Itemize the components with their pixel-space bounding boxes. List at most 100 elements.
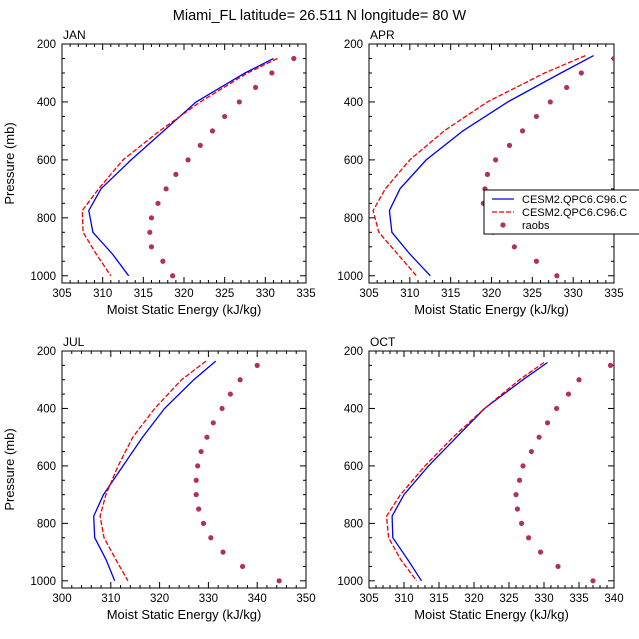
panel-title: JUL: [63, 335, 85, 349]
raobs-point: [554, 405, 560, 412]
x-tick-label: 305: [359, 593, 378, 605]
raobs-point: [565, 391, 572, 397]
y-tick-label: 800: [37, 213, 56, 225]
y-tick-label: 200: [37, 39, 56, 51]
x-tick-label: 320: [150, 593, 169, 605]
raobs-point: [219, 405, 225, 412]
x-tick-label: 305: [52, 288, 71, 300]
x-tick-label: 315: [134, 288, 153, 300]
raobs-point: [193, 492, 199, 498]
raobs-point: [200, 520, 207, 526]
y-tick-label: 400: [344, 403, 363, 415]
raobs-point: [236, 99, 242, 105]
series-line-solid: [388, 55, 594, 277]
series-line-solid: [93, 360, 217, 582]
raobs-point: [197, 142, 203, 148]
raobs-point: [269, 70, 275, 76]
raobs-point: [607, 362, 614, 368]
raobs-point: [578, 70, 584, 76]
plot-area: [385, 361, 614, 584]
panel-title: OCT: [370, 335, 396, 349]
panel-title: APR: [370, 28, 395, 42]
raobs-point: [196, 506, 202, 512]
series-line-dashed: [81, 57, 278, 277]
plot-area: [372, 55, 614, 279]
y-axis-label: Pressure (mb): [2, 428, 17, 510]
y-tick-label: 600: [37, 155, 56, 167]
raobs-point: [537, 549, 544, 555]
raobs-point: [193, 477, 199, 483]
raobs-point: [554, 273, 560, 279]
y-tick-label: 200: [344, 39, 363, 51]
y-tick-label: 800: [344, 213, 363, 225]
x-tick-label: 335: [569, 593, 588, 605]
plot-frame: [61, 43, 307, 284]
raobs-point: [204, 434, 210, 440]
y-tick-label: 1000: [337, 576, 363, 588]
y-tick-label: 600: [344, 155, 363, 167]
panel-jan: JAN 305 310 315 320 325 330 335 200 400 600 800 1000…: [2, 28, 316, 317]
raobs-point: [148, 215, 155, 221]
raobs-point: [547, 99, 553, 105]
x-axis-label: Moist Static Energy (kJ/kg): [414, 607, 569, 622]
raobs-point: [519, 128, 526, 134]
raobs-point: [160, 258, 166, 264]
raobs-point: [564, 84, 570, 91]
raobs-point: [492, 157, 499, 163]
x-tick-label: 350: [296, 593, 315, 605]
raobs-point: [514, 506, 521, 512]
raobs-point: [148, 244, 155, 250]
x-tick-label: 310: [93, 288, 112, 300]
x-tick-label: 340: [248, 593, 267, 605]
y-tick-label: 1000: [30, 576, 56, 588]
raobs-point: [544, 420, 551, 426]
raobs-point: [536, 434, 542, 440]
raobs-point: [195, 463, 201, 469]
raobs-point: [516, 477, 523, 483]
y-tick-label: 800: [344, 518, 363, 530]
x-tick-label: 330: [256, 288, 275, 300]
series-line-solid: [391, 361, 548, 582]
x-tick-label: 330: [199, 593, 218, 605]
x-tick-label: 325: [215, 288, 234, 300]
legend-entry-label: CESM2.QPC6.C96.C: [522, 194, 627, 206]
x-tick-label: 325: [523, 288, 542, 300]
x-tick-label: 315: [429, 593, 448, 605]
plot-area: [93, 360, 282, 584]
x-tick-label: 315: [441, 288, 460, 300]
raobs-point: [484, 171, 491, 177]
raobs-point: [222, 113, 228, 120]
legend-entry-label: CESM2.QPC6.C96.C: [522, 207, 627, 219]
raobs-point: [209, 128, 216, 134]
series-line-dashed: [372, 55, 586, 277]
raobs-point: [528, 448, 535, 455]
raobs-point: [555, 563, 561, 570]
panels: JAN 305 310 315 320 325 330 335 200 400 600 800 1000…: [2, 28, 639, 622]
panel-title: JAN: [63, 28, 86, 42]
x-tick-label: 320: [464, 593, 483, 605]
x-tick-label: 335: [604, 288, 623, 300]
raobs-point: [227, 391, 233, 397]
y-tick-label: 400: [37, 97, 56, 109]
x-tick-label: 310: [101, 593, 120, 605]
y-tick-label: 600: [344, 461, 363, 473]
raobs-point: [533, 258, 540, 264]
series-line-dashed: [99, 360, 207, 582]
series-line-dashed: [385, 361, 545, 582]
y-tick-label: 1000: [337, 271, 363, 283]
x-tick-label: 340: [604, 593, 623, 605]
raobs-point: [252, 84, 259, 91]
plot-area: [81, 55, 297, 279]
y-tick-label: 400: [37, 403, 56, 415]
raobs-point: [254, 362, 260, 368]
raobs-point: [513, 492, 519, 498]
legend-swatch-dot: [500, 222, 506, 228]
raobs-point: [276, 578, 282, 584]
raobs-point: [237, 377, 243, 383]
x-tick-label: 310: [400, 288, 419, 300]
raobs-point: [533, 113, 540, 120]
plot-frame: [61, 350, 307, 589]
y-tick-label: 200: [37, 346, 56, 358]
plot-frame: [368, 350, 615, 589]
y-tick-label: 400: [344, 97, 363, 109]
